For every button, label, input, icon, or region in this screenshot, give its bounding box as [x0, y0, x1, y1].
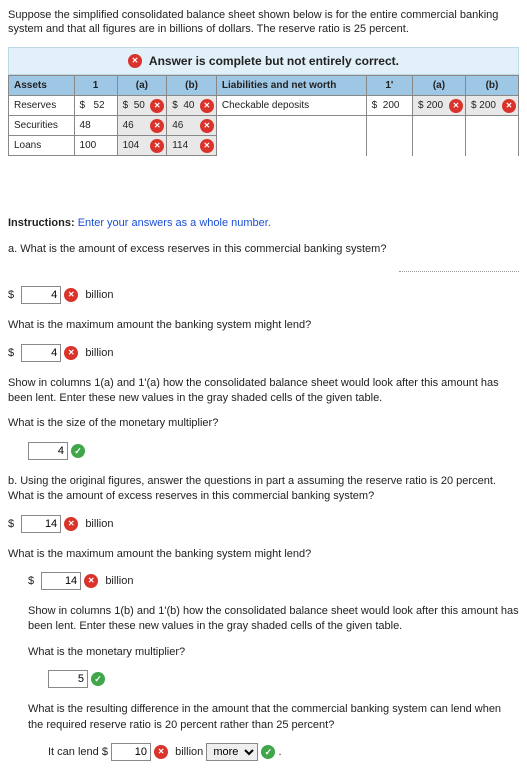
th-b2: (b) [465, 76, 518, 96]
answer-b-mult [48, 670, 519, 688]
max-lend-b-input[interactable] [41, 572, 81, 590]
incorrect-icon [64, 288, 78, 302]
th-onep: 1' [366, 76, 412, 96]
instructions-label: Instructions: [8, 217, 75, 229]
th-a: (a) [117, 76, 167, 96]
answer-b-excess: $ billion [8, 515, 519, 533]
unit-label: billion [175, 746, 203, 758]
question-b-showcols: Show in columns 1(b) and 1'(b) how the c… [28, 604, 519, 635]
instructions: Instructions: Enter your answers as a wh… [8, 216, 519, 231]
unit-label: billion [85, 347, 113, 359]
answer-b-maxlend: $ billion [28, 572, 519, 590]
correct-icon [261, 745, 275, 759]
correct-icon [71, 444, 85, 458]
row-label: Reserves [9, 96, 75, 116]
cell: 100 [74, 136, 117, 156]
table-row: Securities 48 46 46 [9, 116, 519, 136]
diff-amount-input[interactable] [111, 743, 151, 761]
incorrect-icon [150, 99, 164, 113]
max-lend-input[interactable] [21, 344, 61, 362]
th-one: 1 [74, 76, 117, 96]
excess-reserves-input[interactable] [21, 286, 61, 304]
multiplier-input[interactable] [28, 442, 68, 460]
dollar-sign: $ [8, 518, 14, 530]
balance-sheet-table: Assets 1 (a) (b) Liabilities and net wor… [8, 75, 519, 156]
incorrect-icon [128, 54, 142, 68]
cell-input[interactable]: 104 [117, 136, 167, 156]
more-less-select[interactable]: more [206, 743, 258, 761]
incorrect-icon [502, 99, 516, 113]
table-row: Reserves $ 52 $ 50 $ 40 Checkable deposi… [9, 96, 519, 116]
cell: $ 52 [74, 96, 117, 116]
incorrect-icon [200, 119, 214, 133]
answer-a-maxlend: $ billion [8, 344, 519, 362]
cell-input[interactable]: $ 200 [412, 96, 465, 116]
table-row: Loans 100 104 114 [9, 136, 519, 156]
answer-b-diff: It can lend $ billion more . [48, 743, 519, 761]
unit-label: billion [85, 289, 113, 301]
intro-text: Suppose the simplified consolidated bala… [8, 8, 519, 37]
dollar-sign: $ [28, 575, 34, 587]
incorrect-icon [150, 139, 164, 153]
dollar-sign: $ [8, 347, 14, 359]
question-b-diff: What is the resulting difference in the … [28, 702, 519, 733]
period: . [278, 746, 281, 758]
question-a-showcols: Show in columns 1(a) and 1'(a) how the c… [8, 376, 519, 407]
cell: $ 200 [366, 96, 412, 116]
question-a-maxlend: What is the maximum amount the banking s… [8, 318, 519, 333]
incorrect-icon [154, 745, 168, 759]
cell-input[interactable]: $ 200 [465, 96, 518, 116]
row-label: Securities [9, 116, 75, 136]
th-assets: Assets [9, 76, 75, 96]
answer-a-mult [28, 442, 519, 460]
banner-text: Answer is complete but not entirely corr… [149, 54, 399, 68]
th-liab: Liabilities and net worth [216, 76, 366, 96]
question-a-excess: a. What is the amount of excess reserves… [8, 242, 519, 257]
incorrect-icon [84, 574, 98, 588]
diff-lead: It can lend $ [48, 746, 108, 758]
question-b-intro: b. Using the original figures, answer th… [8, 474, 519, 505]
incorrect-icon [150, 119, 164, 133]
liab-label: Checkable deposits [216, 96, 366, 116]
cell-input[interactable]: 114 [167, 136, 217, 156]
question-a-mult: What is the size of the monetary multipl… [8, 416, 519, 431]
question-b-mult: What is the monetary multiplier? [28, 645, 519, 660]
status-banner: Answer is complete but not entirely corr… [8, 47, 519, 76]
incorrect-icon [200, 99, 214, 113]
row-label: Loans [9, 136, 75, 156]
th-b: (b) [167, 76, 217, 96]
answer-a-excess: $ billion [8, 286, 519, 304]
separator [399, 271, 519, 272]
cell-input[interactable]: $ 50 [117, 96, 167, 116]
excess-reserves-b-input[interactable] [21, 515, 61, 533]
cell-input[interactable]: 46 [167, 116, 217, 136]
incorrect-icon [64, 517, 78, 531]
cell: 48 [74, 116, 117, 136]
th-a2: (a) [412, 76, 465, 96]
incorrect-icon [64, 346, 78, 360]
correct-icon [91, 672, 105, 686]
incorrect-icon [449, 99, 463, 113]
dollar-sign: $ [8, 289, 14, 301]
incorrect-icon [200, 139, 214, 153]
question-b-maxlend: What is the maximum amount the banking s… [8, 547, 519, 562]
unit-label: billion [105, 575, 133, 587]
cell-input[interactable]: $ 40 [167, 96, 217, 116]
unit-label: billion [85, 518, 113, 530]
multiplier-b-input[interactable] [48, 670, 88, 688]
cell-input[interactable]: 46 [117, 116, 167, 136]
